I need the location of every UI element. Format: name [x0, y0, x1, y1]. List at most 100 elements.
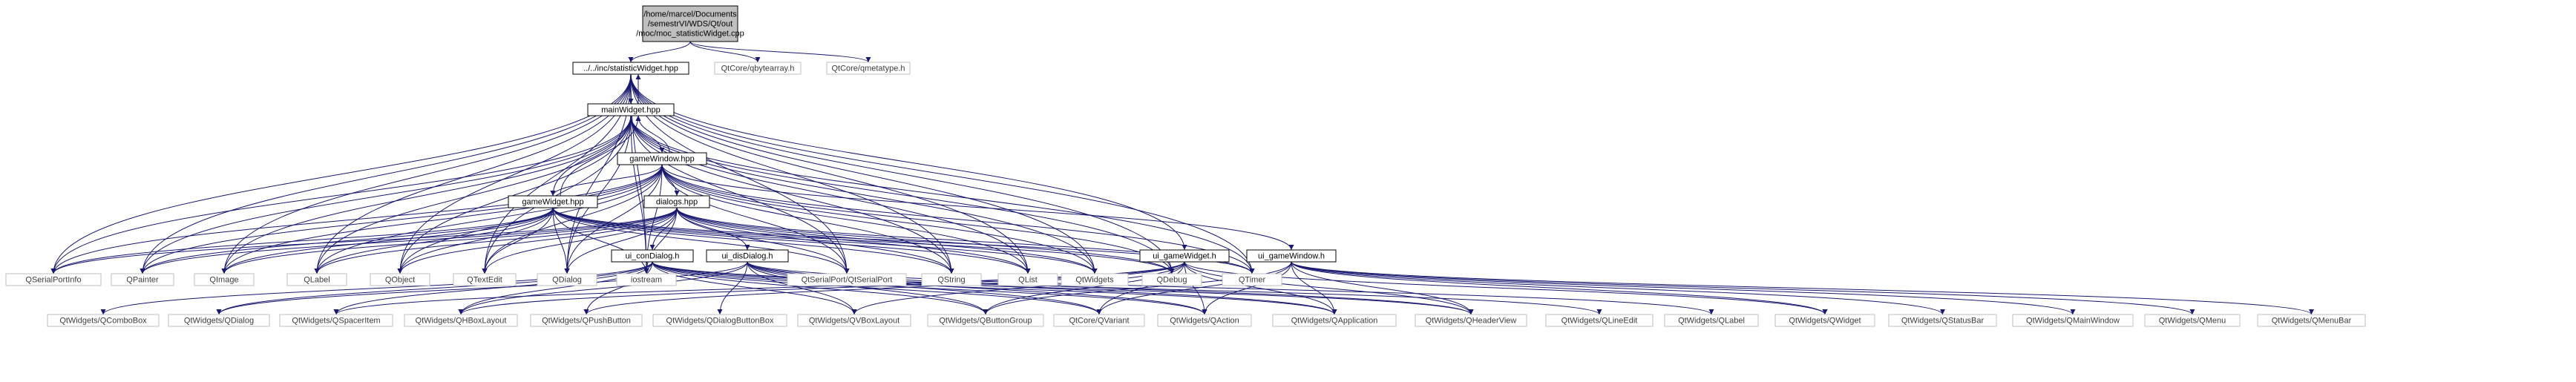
node-qbytearray[interactable]: QtCore/qbytearray.h: [714, 62, 802, 75]
node-gamewin[interactable]: gameWindow.hpp: [617, 152, 707, 165]
dependency-edge-ui_gwin-to-w_status: [1291, 261, 1945, 315]
node-qlabel[interactable]: QLabel: [286, 273, 347, 286]
node-w_header[interactable]: QtWidgets/QHeaderView: [1415, 314, 1527, 327]
node-qstring[interactable]: QString: [921, 273, 982, 286]
dependency-edge-ui_dis-to-w_dbb: [717, 261, 748, 315]
dependency-edge-gamewid-to-qlabel: [314, 207, 554, 274]
node-qdialog[interactable]: QDialog: [537, 273, 597, 286]
node-w_mainwin[interactable]: QtWidgets/QMainWindow: [2012, 314, 2134, 327]
node-box: [921, 273, 982, 286]
node-w_bgroup[interactable]: QtWidgets/QButtonGroup: [927, 314, 1044, 327]
node-qtextedit[interactable]: QTextEdit: [453, 273, 517, 286]
dependency-edge-gamewin-to-qpainter: [140, 164, 663, 274]
node-c_variant[interactable]: QtCore/QVariant: [1053, 314, 1145, 327]
node-label: QtWidgets/QVBoxLayout: [809, 317, 899, 326]
node-w_label[interactable]: QtWidgets/QLabel: [1664, 314, 1759, 327]
dependency-edge-ui_dis-to-w_vbox: [747, 261, 857, 315]
dependency-edge-mainw-to-qpainter: [140, 115, 632, 274]
dependency-edge-gamewin-to-qimage: [221, 164, 663, 274]
node-qspi[interactable]: QSerialPortInfo: [5, 273, 102, 286]
node-mainw[interactable]: mainWidget.hpp: [587, 103, 675, 116]
node-iostream[interactable]: iostream: [616, 273, 677, 286]
dependency-edge-dialogs-to-qspi: [50, 207, 678, 274]
node-qmetatype[interactable]: QtCore/qmetatype.h: [826, 62, 911, 75]
node-qobject[interactable]: QObject: [370, 273, 430, 286]
node-box: [111, 273, 174, 286]
node-box: [1061, 273, 1129, 286]
dependency-edge-gamewin-to-ui_gwin: [661, 164, 1294, 251]
node-w_vbox[interactable]: QtWidgets/QVBoxLayout: [797, 314, 911, 327]
node-w_menu[interactable]: QtWidgets/QMenu: [2144, 314, 2241, 327]
node-label: ../../inc/statisticWidget.hpp: [583, 65, 678, 73]
node-w_push[interactable]: QtWidgets/QPushButton: [530, 314, 643, 327]
node-w_widget[interactable]: QtWidgets/QWidget: [1774, 314, 1875, 327]
dependency-edge-dialogs-to-qserial: [676, 207, 850, 274]
node-qimage[interactable]: QImage: [194, 273, 255, 286]
node-gamewid[interactable]: gameWidget.hpp: [508, 195, 598, 208]
dependency-edge-gamewin-to-gamewid: [550, 164, 663, 197]
node-w_combo[interactable]: QtWidgets/QComboBox: [47, 314, 160, 327]
node-statw[interactable]: ../../inc/statisticWidget.hpp: [572, 62, 689, 75]
node-box: [616, 273, 677, 286]
dependency-edge-ui_gwin-to-w_bgroup: [983, 261, 1292, 315]
node-qpainter[interactable]: QPainter: [111, 273, 174, 286]
node-label: QtWidgets/QAction: [1170, 317, 1239, 326]
node-qtimer[interactable]: QTimer: [1222, 273, 1282, 286]
node-w_app[interactable]: QtWidgets/QApplication: [1272, 314, 1397, 327]
dependency-edge-gamewin-to-qspi: [50, 164, 663, 274]
node-w_qdialog[interactable]: QtWidgets/QDialog: [168, 314, 270, 327]
node-box: [2257, 314, 2366, 327]
node-box: [997, 273, 1058, 286]
dependency-edge-ui_con-to-w_lineedit: [652, 261, 1602, 315]
dependency-edge-ui_dis-to-w_action: [747, 261, 1207, 315]
node-label: iostream: [631, 276, 662, 285]
node-label: gameWindow.hpp: [629, 155, 694, 164]
dependency-edge-dialogs-to-qdialog: [564, 207, 678, 274]
dependency-edge-dialogs-to-qlist: [676, 207, 1031, 274]
dependency-edge-dialogs-to-qtextedit: [482, 207, 678, 274]
node-w_action[interactable]: QtWidgets/QAction: [1157, 314, 1252, 327]
node-box: [5, 273, 102, 286]
node-box: [2012, 314, 2134, 327]
dependency-edge-gamewid-to-qserial: [552, 207, 850, 274]
node-w_lineedit[interactable]: QtWidgets/QLineEdit: [1545, 314, 1654, 327]
node-qwidgets[interactable]: QtWidgets: [1061, 273, 1129, 286]
node-ui_con[interactable]: ui_conDialog.h: [611, 249, 694, 263]
node-box: [168, 314, 270, 327]
node-ui_gwid[interactable]: ui_gameWidget.h: [1139, 249, 1230, 263]
node-label: ui_conDialog.h: [626, 252, 680, 261]
node-box: [1246, 249, 1337, 263]
dependency-edge-ui_gwin-to-w_action: [1202, 261, 1292, 315]
node-w_hbox[interactable]: QtWidgets/QHBoxLayout: [404, 314, 518, 327]
node-label: QtWidgets/QStatusBar: [1901, 317, 1985, 326]
node-w_spacer[interactable]: QtWidgets/QSpacerItem: [279, 314, 393, 327]
dependency-edge-ui_gwid-to-w_header: [1184, 261, 1474, 315]
dependency-edge-ui_con-to-w_combo: [100, 261, 653, 315]
node-qdebug[interactable]: QDebug: [1141, 273, 1202, 286]
node-label: /semestrVI/WDS/Qt/out: [648, 20, 733, 29]
node-box: [1222, 273, 1282, 286]
dependency-edge-gamewin-to-dialogs: [661, 164, 680, 197]
dependency-edge-ui_con-to-w_qdialog: [216, 261, 653, 315]
node-ui_dis[interactable]: ui_disDialog.h: [706, 249, 789, 263]
node-box: [1139, 249, 1230, 263]
node-label: QtCore/qbytearray.h: [721, 65, 795, 73]
node-label: QtWidgets/QHeaderView: [1426, 317, 1517, 326]
node-root[interactable]: /home/marcel/Documents/semestrVI/WDS/Qt/…: [636, 5, 744, 42]
node-qserial[interactable]: QtSerialPort/QtSerialPort: [787, 273, 907, 286]
node-box: [1415, 314, 1527, 327]
dependency-edge-ui_gwid-to-w_hbox: [458, 261, 1185, 315]
node-w_dbb[interactable]: QtWidgets/QDialogButtonBox: [652, 314, 787, 327]
node-box: [714, 62, 802, 75]
node-w_status[interactable]: QtWidgets/QStatusBar: [1888, 314, 1997, 327]
node-w_menubar[interactable]: QtWidgets/QMenuBar: [2257, 314, 2366, 327]
node-box: [279, 314, 393, 327]
node-ui_gwin[interactable]: ui_gameWindow.h: [1246, 249, 1337, 263]
dependency-edge-gamewin-to-qserial: [661, 164, 850, 274]
dependency-edge-ui_gwin-to-w_menubar: [1291, 261, 2314, 315]
node-box: [642, 5, 738, 42]
dependency-edge-ui_con-to-w_action: [652, 261, 1207, 315]
node-dialogs[interactable]: dialogs.hpp: [643, 195, 710, 208]
node-qlist[interactable]: QList: [997, 273, 1058, 286]
dependency-edge-ui_gwin-to-w_menu: [1291, 261, 2195, 315]
